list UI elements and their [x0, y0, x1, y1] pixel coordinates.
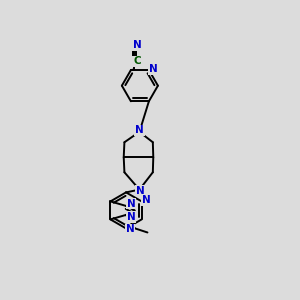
Text: N: N: [135, 125, 144, 136]
Text: N: N: [127, 199, 135, 208]
Text: C: C: [133, 56, 141, 66]
Text: N: N: [149, 64, 158, 74]
Text: N: N: [142, 195, 151, 205]
Text: N: N: [136, 185, 144, 196]
Text: N: N: [126, 224, 135, 234]
Text: N: N: [127, 212, 135, 222]
Text: N: N: [133, 40, 141, 50]
